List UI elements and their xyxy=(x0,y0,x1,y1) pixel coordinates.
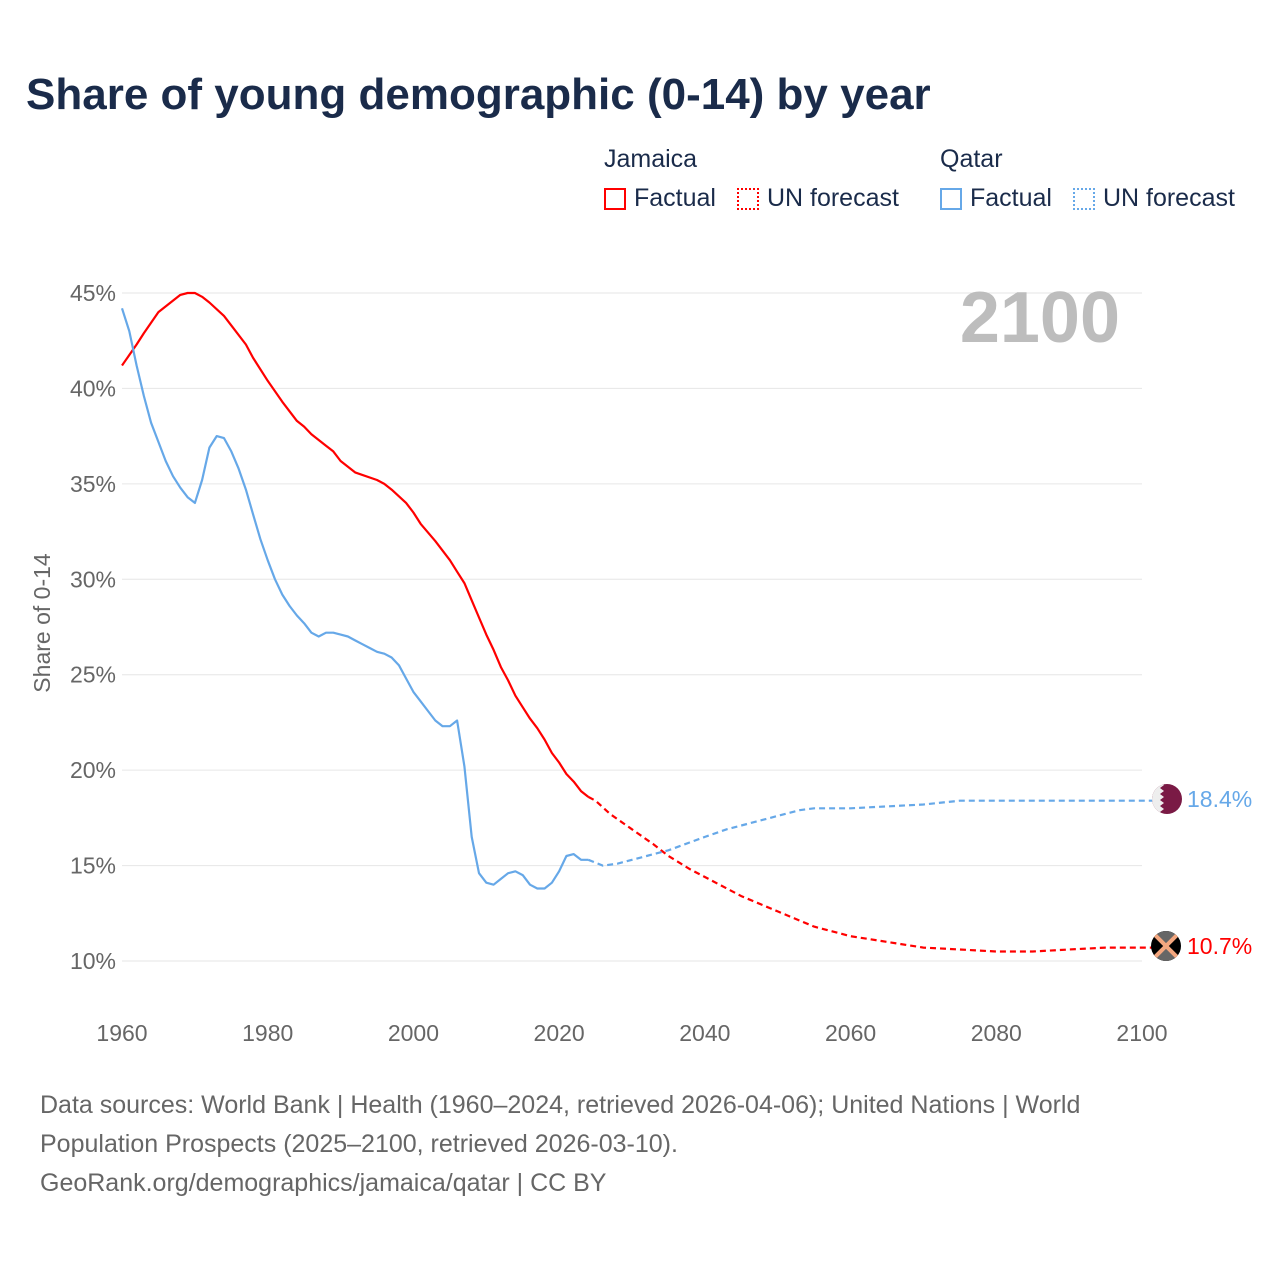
qatar-factual-line xyxy=(120,307,589,890)
legend-group-name: Qatar xyxy=(940,145,1003,173)
legend-group-name: Jamaica xyxy=(604,145,698,173)
legend-label: UN forecast xyxy=(766,184,899,212)
legend-swatch-dotted xyxy=(736,187,759,210)
y-tick-label: 35% xyxy=(70,471,116,497)
qatar-end-label: 18.4% xyxy=(1187,786,1252,812)
y-tick-label: 40% xyxy=(70,375,116,401)
qatar-flag-icon xyxy=(1152,784,1182,814)
source-line: Population Prospects (2025–2100, retriev… xyxy=(40,1130,678,1158)
legend-item-factual[interactable]: Factual xyxy=(940,184,1052,213)
legend-item-forecast[interactable]: UN forecast xyxy=(736,184,899,213)
x-tick-label: 1960 xyxy=(96,1020,147,1046)
x-tick-label: 2040 xyxy=(679,1020,730,1046)
jamaica-end-label: 10.7% xyxy=(1187,933,1252,959)
x-tick-label: 2080 xyxy=(971,1020,1022,1046)
y-axis-label: Share of 0-14 xyxy=(29,553,55,693)
jamaica-forecast-line xyxy=(587,795,1154,953)
qatar-forecast-line xyxy=(587,799,1154,867)
legend-swatch-dotted xyxy=(1072,187,1095,210)
chart-title: Share of young demographic (0-14) by yea… xyxy=(26,70,931,119)
jamaica-flag-icon xyxy=(1151,931,1181,961)
x-tick-label: 2000 xyxy=(388,1020,439,1046)
legend-jamaica: Jamaica Factual UN forecast xyxy=(604,145,913,217)
x-tick-label: 1980 xyxy=(242,1020,293,1046)
legend-item-forecast[interactable]: UN forecast xyxy=(1072,184,1235,213)
year-watermark: 2100 xyxy=(960,278,1120,358)
y-tick-label: 20% xyxy=(70,757,116,783)
legend-label: Factual xyxy=(634,184,716,212)
x-tick-label: 2100 xyxy=(1116,1020,1167,1046)
x-tick-label: 2060 xyxy=(825,1020,876,1046)
y-tick-label: 25% xyxy=(70,662,116,688)
legend-swatch-solid xyxy=(940,187,962,210)
y-tick-label: 30% xyxy=(70,566,116,592)
y-tick-label: 10% xyxy=(70,948,116,974)
legend-label: Factual xyxy=(970,184,1052,212)
source-line: Data sources: World Bank | Health (1960–… xyxy=(40,1091,1081,1119)
y-tick-label: 45% xyxy=(70,280,116,306)
source-link[interactable]: GeoRank.org/demographics/jamaica/qatar |… xyxy=(40,1169,607,1197)
legend-swatch-solid xyxy=(604,187,626,210)
legend-item-factual[interactable]: Factual xyxy=(604,184,716,213)
footer-source: Data sources: World Bank | Health (1960–… xyxy=(40,1086,1190,1203)
legend-label: UN forecast xyxy=(1102,184,1235,212)
y-tick-label: 15% xyxy=(70,853,116,879)
legend-qatar: Qatar Factual UN forecast xyxy=(940,145,1249,217)
jamaica-factual-line xyxy=(121,291,589,798)
x-tick-label: 2020 xyxy=(534,1020,585,1046)
